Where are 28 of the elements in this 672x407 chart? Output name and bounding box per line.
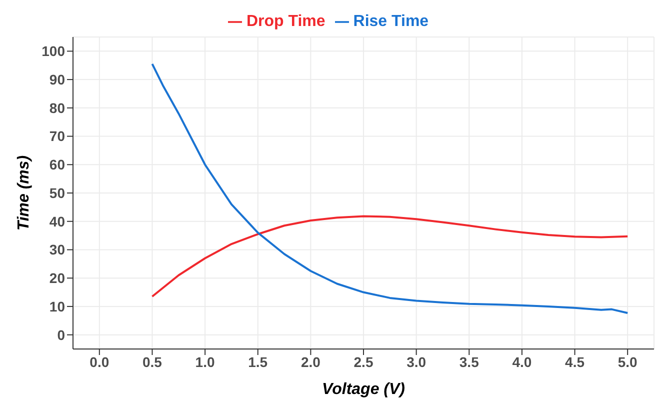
y-tick-label: 100 xyxy=(42,43,66,60)
line-series xyxy=(151,62,629,314)
x-tick-label: 3.0 xyxy=(406,354,426,370)
x-tick-label: 0.0 xyxy=(90,354,110,370)
legend-label: Drop Time xyxy=(246,13,326,30)
x-tick-label: 5.0 xyxy=(618,354,638,370)
x-tick-label: 3.5 xyxy=(459,354,480,370)
line-series xyxy=(151,215,629,298)
y-tick-label: 60 xyxy=(49,156,66,173)
x-axis-title: Voltage (V) xyxy=(322,381,405,398)
y-tick-label: 30 xyxy=(49,242,66,258)
x-tick-label: 2.0 xyxy=(300,354,321,370)
y-tick-label: 70 xyxy=(49,128,66,144)
y-tick-label: 0 xyxy=(57,326,66,343)
x-tick-label: 1.0 xyxy=(195,354,215,370)
y-tick-label: 80 xyxy=(49,100,66,116)
y-axis-title: Time (ms) xyxy=(16,155,33,231)
y-tick-label: 10 xyxy=(49,298,66,314)
x-tick-label: 2.5 xyxy=(354,354,374,370)
x-tick-label: 4.5 xyxy=(565,354,585,370)
y-tick-label: 40 xyxy=(49,213,66,230)
y-tick-label: 20 xyxy=(49,270,66,286)
x-tick-label: 4.0 xyxy=(512,354,532,370)
legend-label: Rise Time xyxy=(353,13,429,30)
x-tick-label: 0.5 xyxy=(142,354,162,370)
x-tick-label: 1.5 xyxy=(248,354,268,370)
y-tick-label: 50 xyxy=(49,184,66,201)
y-tick-label: 90 xyxy=(49,72,66,88)
